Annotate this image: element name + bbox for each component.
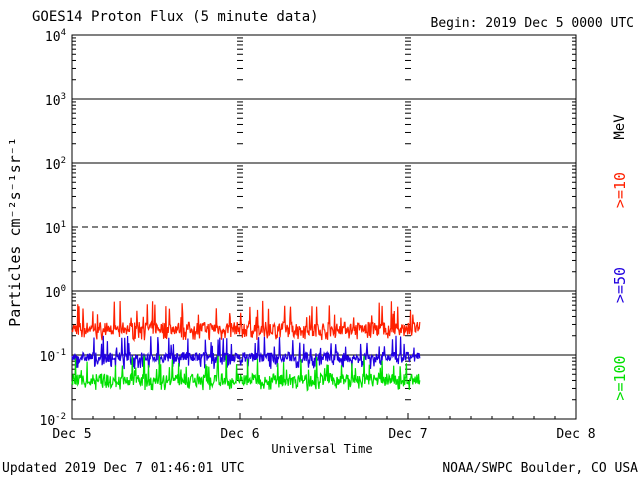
chart-title: GOES14 Proton Flux (5 minute data) [32,9,319,25]
legend-entry: >=10 [611,172,629,208]
y-tick-label: 103 [45,92,66,109]
y-tick-label: 10-1 [40,348,67,365]
x-axis-title: Universal Time [271,442,372,456]
legend-unit: MeV [612,114,628,140]
y-tick-label: 100 [45,284,66,301]
y-tick-label: 102 [45,156,66,173]
y-tick-label: 101 [45,220,66,237]
x-tick-label: Dec 8 [556,427,595,442]
series-line [71,335,421,370]
series-line [71,300,421,343]
series-line [71,355,421,392]
x-tick-label: Dec 6 [220,427,259,442]
x-tick-label: Dec 7 [388,427,427,442]
y-tick-label: 104 [45,28,66,45]
y-tick-label: 10-2 [40,412,67,429]
y-axis-title: Particles cm⁻²s⁻¹sr⁻¹ [6,137,24,327]
data-source: NOAA/SWPC Boulder, CO USA [442,461,638,476]
begin-time: Begin: 2019 Dec 5 0000 UTC [430,16,635,31]
updated-timestamp: Updated 2019 Dec 7 01:46:01 UTC [2,461,245,476]
legend-entry: >=50 [611,267,629,303]
x-tick-label: Dec 5 [52,427,91,442]
legend-entry: >=100 [611,355,629,400]
